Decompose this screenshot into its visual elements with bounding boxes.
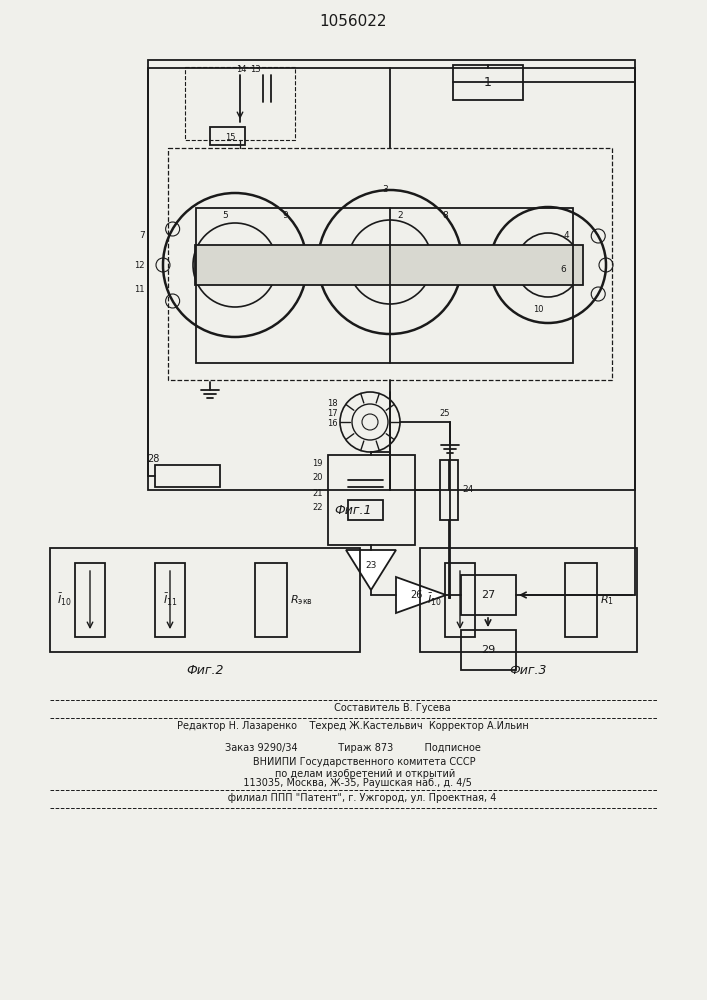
Text: 14: 14 (237, 66, 247, 75)
Text: 22: 22 (312, 502, 323, 512)
Text: $R_1$: $R_1$ (600, 593, 614, 607)
Text: 9: 9 (282, 211, 288, 220)
Text: 1: 1 (484, 76, 492, 89)
Text: 29: 29 (481, 645, 495, 655)
Text: 1056022: 1056022 (320, 14, 387, 29)
Text: 6: 6 (560, 265, 566, 274)
Text: 25: 25 (440, 410, 450, 418)
Bar (195, 245, 583, 285)
Text: 2: 2 (397, 211, 403, 220)
Text: 28: 28 (147, 454, 159, 464)
Text: 7: 7 (139, 231, 145, 239)
Text: по делам изобретений и открытий: по делам изобретений и открытий (250, 769, 455, 779)
Text: 26: 26 (410, 590, 422, 600)
Text: 20: 20 (312, 473, 323, 482)
Text: Заказ 9290/34             Тираж 873          Подписное: Заказ 9290/34 Тираж 873 Подписное (225, 743, 481, 753)
Bar (50, 548, 360, 652)
Bar (453, 65, 523, 100)
Bar (196, 208, 573, 363)
Text: 18: 18 (327, 399, 338, 408)
Polygon shape (396, 577, 446, 613)
Bar (168, 148, 612, 380)
Text: 4: 4 (563, 231, 569, 239)
Text: 24: 24 (462, 486, 473, 494)
Bar (420, 548, 637, 652)
Bar (155, 563, 185, 637)
Text: 21: 21 (312, 488, 323, 497)
Text: Фиг.2: Фиг.2 (186, 664, 223, 676)
Text: ВНИИПИ Государственного комитета СССР: ВНИИПИ Государственного комитета СССР (230, 757, 475, 767)
Text: 17: 17 (327, 410, 338, 418)
Text: 10: 10 (533, 306, 543, 314)
Bar (328, 455, 415, 545)
Text: 16: 16 (327, 420, 338, 428)
Text: $R_{\rm экв}$: $R_{\rm экв}$ (290, 593, 312, 607)
Bar (185, 67, 295, 140)
Text: филиал ППП "Патент", г. Ужгород, ул. Проектная, 4: филиал ППП "Патент", г. Ужгород, ул. Про… (209, 793, 497, 803)
Text: $\bar{I}_{11}$: $\bar{I}_{11}$ (163, 592, 177, 608)
Text: Фиг.3: Фиг.3 (509, 664, 547, 676)
Text: 19: 19 (312, 458, 323, 468)
Bar (445, 563, 475, 637)
Text: 113035, Москва, Ж-35, Раушская наб., д. 4/5: 113035, Москва, Ж-35, Раушская наб., д. … (234, 778, 472, 788)
Bar (75, 563, 105, 637)
Bar (440, 460, 458, 520)
Text: 27: 27 (481, 590, 495, 600)
Bar (461, 575, 516, 615)
Text: Составитель В. Гусева: Составитель В. Гусева (256, 703, 450, 713)
Text: 11: 11 (134, 286, 145, 294)
Bar (155, 465, 220, 487)
Text: Фиг.1: Фиг.1 (334, 504, 372, 516)
Text: 15: 15 (225, 133, 235, 142)
Text: 13: 13 (250, 66, 261, 75)
Bar (461, 630, 516, 670)
Text: 23: 23 (366, 560, 377, 570)
Bar (255, 563, 287, 637)
Text: 3: 3 (382, 186, 388, 194)
Text: 5: 5 (222, 211, 228, 220)
Text: $\bar{I}_{10}$: $\bar{I}_{10}$ (427, 592, 442, 608)
Bar (210, 127, 245, 145)
Text: $\bar{I}_{10}$: $\bar{I}_{10}$ (57, 592, 72, 608)
Text: 12: 12 (134, 260, 145, 269)
Polygon shape (346, 550, 396, 590)
Text: 8: 8 (442, 211, 448, 220)
Bar (148, 60, 635, 490)
Bar (565, 563, 597, 637)
Bar (348, 500, 383, 520)
Text: Редактор Н. Лазаренко    Техред Ж.Кастельвич  Корректор А.Ильин: Редактор Н. Лазаренко Техред Ж.Кастельви… (177, 721, 529, 731)
